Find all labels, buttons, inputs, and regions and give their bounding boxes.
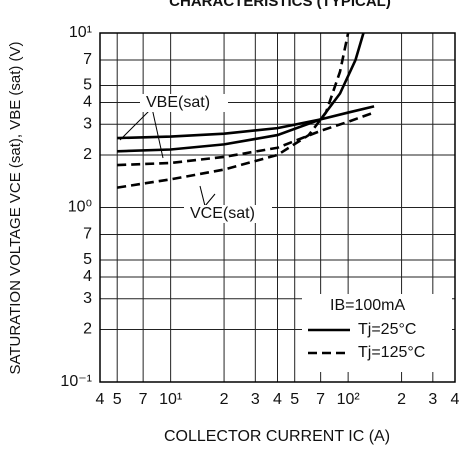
series-line — [117, 111, 375, 167]
legend-title: IB=100mA — [330, 297, 405, 314]
legend-label: Tj=125°C — [358, 344, 425, 361]
x-tick-label: 4 — [96, 391, 105, 408]
y-tick-label: 2 — [83, 146, 92, 163]
x-tick-label: 10² — [337, 391, 361, 408]
y-axis-label: SATURATION VOLTAGE VCE (sat), VBE (sat) … — [7, 41, 24, 374]
leader-line — [151, 107, 164, 159]
x-tick-label: 2 — [220, 391, 229, 408]
annotation: VBE(sat) — [146, 94, 210, 111]
annotation-bg — [184, 205, 272, 223]
y-tick-label: 3 — [83, 115, 92, 132]
x-axis-label: COLLECTOR CURRENT IC (A) — [164, 428, 390, 445]
x-tick-label: 7 — [316, 391, 325, 408]
legend-label: Tj=25°C — [358, 321, 416, 338]
x-tick-label: 3 — [251, 391, 260, 408]
annotation-bg — [140, 94, 228, 112]
leader-line — [204, 193, 216, 207]
chart-title: CHARACTERISTICS (TYPICAL) — [169, 0, 391, 10]
y-tick-label: 3 — [83, 290, 92, 307]
y-tick-label: 10¹ — [69, 24, 92, 41]
y-tick-label: 7 — [83, 226, 92, 243]
y-tick-label: 4 — [83, 94, 92, 111]
x-tick-label: 5 — [290, 391, 299, 408]
series-line — [117, 33, 350, 189]
x-tick-label: 10¹ — [159, 391, 182, 408]
series-line — [117, 105, 375, 140]
x-tick-label: 4 — [273, 391, 282, 408]
y-tick-label: 4 — [83, 268, 92, 285]
y-tick-label: 7 — [83, 51, 92, 68]
x-tick-label: 4 — [451, 391, 460, 408]
x-tick-label: 5 — [113, 391, 122, 408]
x-tick-label: 7 — [139, 391, 148, 408]
x-tick-label: 2 — [397, 391, 406, 408]
y-tick-label: 10⁰ — [68, 199, 92, 216]
y-tick-label: 10⁻¹ — [60, 373, 92, 390]
y-tick-label: 2 — [83, 321, 92, 338]
series-line — [117, 33, 365, 153]
leader-line — [199, 185, 206, 207]
y-tick-label: 5 — [83, 77, 92, 94]
legend-bg — [302, 294, 452, 372]
annotation: VCE(sat) — [190, 205, 255, 222]
leader-line — [119, 107, 153, 141]
x-tick-label: 3 — [428, 391, 437, 408]
plot-frame — [99, 32, 456, 383]
y-tick-label: 5 — [83, 251, 92, 268]
